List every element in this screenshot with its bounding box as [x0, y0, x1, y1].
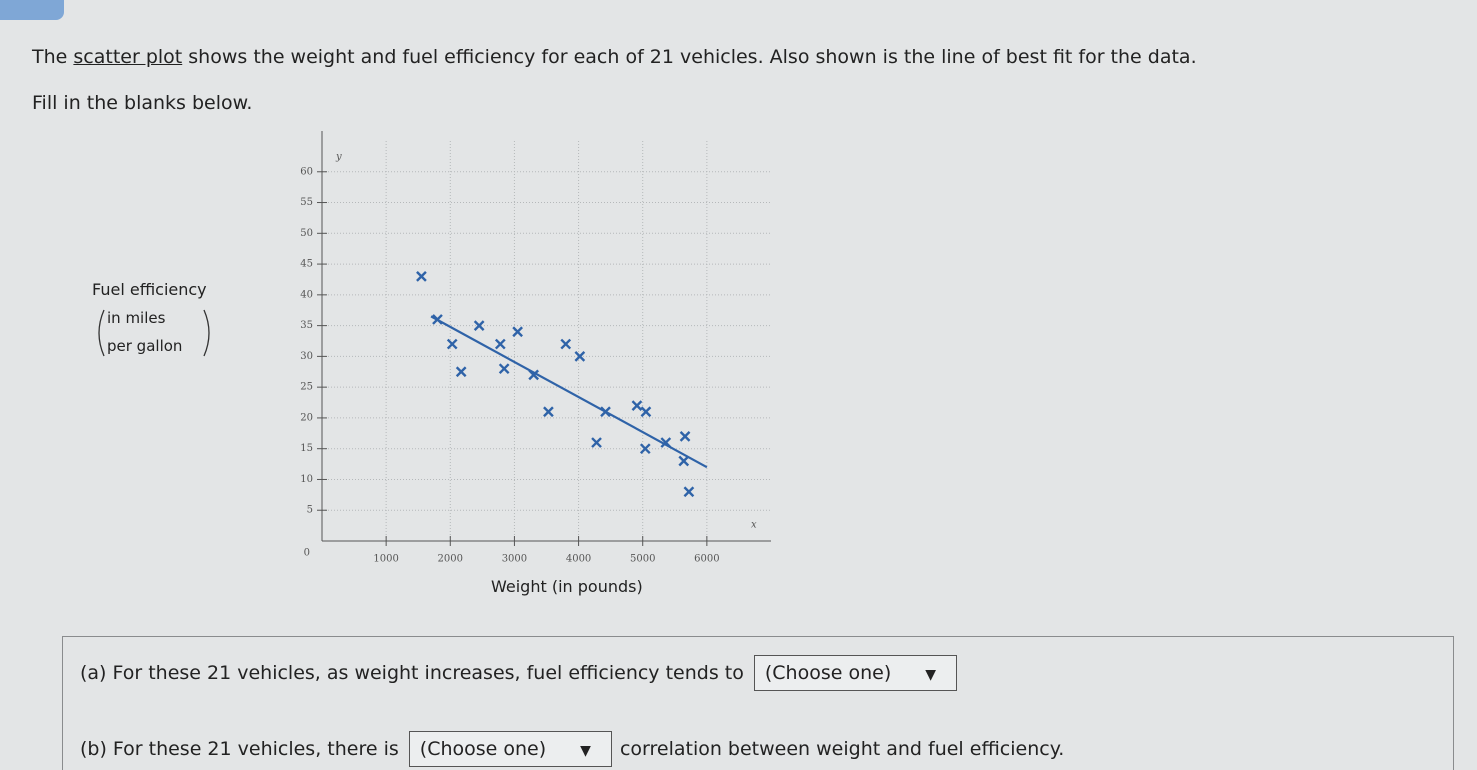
dropdown-text: (Choose one)	[764, 662, 892, 684]
y-axis-unit: in miles	[107, 309, 166, 327]
dropdown-text: (Choose one)	[419, 738, 547, 760]
point-stroke	[679, 431, 691, 442]
question-b: (b) For these 21 vehicles, there is (Choos…	[80, 731, 1070, 767]
point-stroke	[683, 486, 695, 498]
point-stroke	[455, 366, 467, 378]
x-tick-label: 1000	[373, 554, 398, 565]
data-point	[679, 431, 691, 442]
point-stroke	[543, 406, 554, 418]
point-stroke	[446, 338, 458, 350]
x-axis-var: x	[751, 520, 757, 531]
x-tick-label: 5000	[630, 554, 655, 565]
parentheses	[98, 309, 210, 357]
y-tick-label: 30	[300, 351, 313, 362]
dropdown[interactable]: (Choose one) ▼	[408, 731, 612, 767]
x-tick-label: 6000	[694, 554, 719, 565]
dropdown-arrow: ▼	[580, 743, 591, 759]
question-label: (a)	[80, 662, 107, 684]
y-axis-label: Fuel efficiency in miles per gallon	[92, 280, 210, 357]
y-axis-title: Fuel efficiency	[92, 280, 207, 299]
data-point	[512, 326, 523, 338]
data-point	[640, 406, 652, 418]
y-tick-label: 35	[300, 320, 313, 331]
point-stroke	[498, 363, 510, 375]
point-stroke	[416, 271, 427, 282]
y-tick-label: 20	[300, 412, 313, 423]
y-tick-label: 55	[300, 197, 313, 208]
point-stroke	[631, 400, 643, 411]
collapse-button[interactable]	[0, 0, 64, 20]
point-stroke	[473, 320, 485, 331]
question-text: For these 21 vehicles, as weight increas…	[112, 662, 744, 684]
question-label: (b)	[80, 738, 107, 760]
point-stroke	[640, 406, 652, 418]
data-point	[631, 400, 643, 411]
intro-text: shows the weight and fuel efficiency for…	[188, 46, 1197, 68]
data-point	[432, 314, 443, 325]
point-stroke	[494, 338, 506, 350]
best-fit-line	[430, 315, 708, 469]
data-point	[678, 455, 690, 467]
dropdown-arrow: ▼	[925, 667, 937, 683]
data-point	[660, 437, 672, 448]
data-point	[574, 351, 586, 362]
point-stroke	[639, 443, 651, 455]
y-axis-unit: per gallon	[107, 337, 183, 355]
y-tick-label: 40	[300, 289, 313, 300]
y-tick-label: 0	[304, 548, 310, 559]
data-point	[528, 369, 540, 381]
point-stroke	[432, 314, 443, 325]
data-point	[683, 486, 695, 498]
y-axis-var: y	[335, 152, 342, 163]
data-point	[498, 363, 510, 375]
point-stroke	[528, 369, 540, 381]
point-stroke	[512, 326, 523, 338]
point-stroke	[560, 338, 572, 350]
question-text: correlation between weight and fuel effi…	[619, 738, 1065, 760]
data-point	[416, 271, 427, 282]
y-tick-label: 25	[300, 382, 313, 393]
point-stroke	[678, 455, 690, 467]
instruction: Fill in the blanks below.	[32, 92, 253, 114]
data-point	[494, 338, 506, 350]
x-tick-label: 2000	[438, 554, 463, 565]
answer-box	[62, 636, 1454, 770]
x-axis-label: Weight (in pounds)	[491, 577, 643, 596]
y-tick-label: 45	[300, 259, 313, 270]
data-point	[639, 443, 651, 455]
y-tick-label: 60	[300, 166, 313, 177]
y-tick-label: 50	[300, 228, 313, 239]
intro: The scatter plot shows the weight and fu…	[32, 46, 1197, 68]
y-tick-label: 5	[307, 505, 313, 516]
scatter-plot-link[interactable]: scatter plot	[73, 46, 183, 68]
x-tick-label: 3000	[502, 554, 527, 565]
data-point	[560, 338, 572, 350]
point-stroke	[591, 437, 602, 448]
data-point	[446, 338, 458, 350]
data-point	[473, 320, 485, 331]
data-point	[455, 366, 467, 378]
point-stroke	[574, 351, 586, 362]
point-stroke	[660, 437, 672, 448]
x-tick-label: 4000	[566, 554, 591, 565]
question-a: (a) For these 21 vehicles, as weight incr…	[80, 655, 965, 691]
data-point	[591, 437, 602, 448]
y-tick-label: 10	[300, 474, 313, 485]
dropdown[interactable]: (Choose one) ▼	[753, 655, 958, 691]
data-point	[543, 406, 554, 418]
point-stroke	[600, 406, 611, 418]
question-text: For these 21 vehicles, there is	[112, 738, 399, 760]
data-point	[600, 406, 611, 418]
y-tick-label: 15	[300, 443, 313, 454]
intro-text: The	[32, 46, 68, 68]
